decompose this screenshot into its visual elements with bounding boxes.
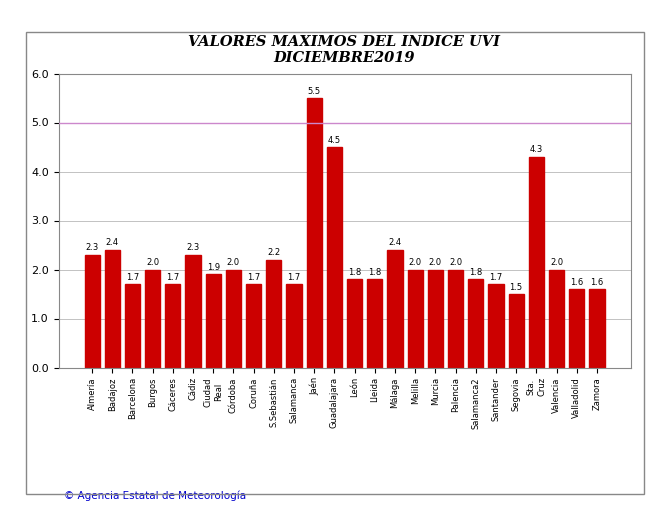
- Bar: [488, 284, 504, 368]
- Bar: [287, 284, 302, 368]
- Text: 1.9: 1.9: [207, 263, 220, 272]
- Text: 2.0: 2.0: [409, 258, 422, 267]
- Text: 1.8: 1.8: [348, 268, 361, 277]
- Text: 1.6: 1.6: [570, 278, 583, 287]
- Bar: [590, 289, 605, 368]
- Bar: [448, 269, 463, 367]
- Text: 4.5: 4.5: [328, 135, 341, 144]
- Title: VALORES MAXIMOS DEL INDICE UVI
DICIEMBRE2019: VALORES MAXIMOS DEL INDICE UVI DICIEMBRE…: [188, 35, 500, 66]
- Bar: [145, 269, 161, 367]
- Bar: [569, 289, 584, 368]
- Bar: [367, 279, 382, 368]
- Text: 1.8: 1.8: [469, 268, 482, 277]
- Text: 2.0: 2.0: [146, 258, 159, 267]
- Text: 1.7: 1.7: [287, 273, 301, 282]
- Text: 1.7: 1.7: [126, 273, 139, 282]
- Bar: [508, 294, 524, 367]
- Bar: [428, 269, 443, 367]
- Bar: [528, 157, 544, 368]
- Text: 1.8: 1.8: [368, 268, 382, 277]
- Text: 2.3: 2.3: [85, 244, 99, 253]
- Bar: [549, 269, 564, 367]
- Text: © Agencia Estatal de Meteorología: © Agencia Estatal de Meteorología: [64, 491, 246, 501]
- Text: 2.3: 2.3: [187, 244, 200, 253]
- Bar: [468, 279, 484, 368]
- Bar: [165, 284, 181, 368]
- Text: 1.6: 1.6: [590, 278, 604, 287]
- Bar: [205, 275, 221, 367]
- Text: 2.0: 2.0: [449, 258, 462, 267]
- Text: 1.7: 1.7: [489, 273, 502, 282]
- Bar: [408, 269, 422, 367]
- Text: 5.5: 5.5: [307, 87, 320, 96]
- Text: 1.7: 1.7: [247, 273, 260, 282]
- Text: 1.7: 1.7: [166, 273, 179, 282]
- Bar: [307, 98, 322, 367]
- Text: 2.4: 2.4: [106, 238, 119, 247]
- Bar: [347, 279, 362, 368]
- Bar: [226, 269, 241, 367]
- Text: 2.0: 2.0: [429, 258, 442, 267]
- Text: 2.4: 2.4: [389, 238, 402, 247]
- Bar: [246, 284, 261, 368]
- Text: 2.2: 2.2: [267, 248, 280, 257]
- Bar: [327, 147, 342, 368]
- Text: 2.0: 2.0: [227, 258, 240, 267]
- Bar: [125, 284, 140, 368]
- Bar: [387, 250, 402, 368]
- Text: 2.0: 2.0: [550, 258, 563, 267]
- Bar: [266, 260, 281, 368]
- Bar: [185, 255, 201, 368]
- Text: 1.5: 1.5: [510, 282, 523, 291]
- Text: 4.3: 4.3: [530, 145, 543, 154]
- Bar: [105, 250, 120, 368]
- Bar: [84, 255, 99, 368]
